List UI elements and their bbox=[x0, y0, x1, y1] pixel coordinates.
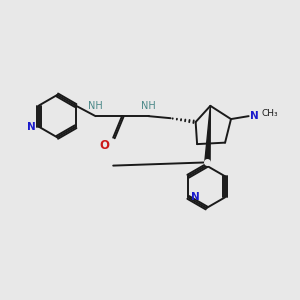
Text: NH: NH bbox=[141, 101, 156, 111]
Text: CH₃: CH₃ bbox=[261, 109, 278, 118]
Polygon shape bbox=[205, 106, 210, 163]
Text: N: N bbox=[190, 192, 199, 203]
Text: NH: NH bbox=[88, 101, 103, 111]
Text: O: O bbox=[100, 139, 110, 152]
Text: N: N bbox=[250, 111, 259, 121]
Text: N: N bbox=[27, 122, 36, 132]
